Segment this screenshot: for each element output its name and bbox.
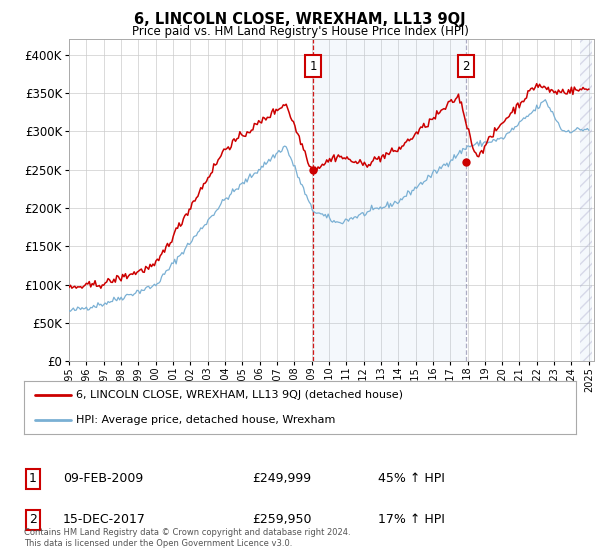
- Text: £259,950: £259,950: [252, 513, 311, 526]
- Text: 1: 1: [29, 472, 37, 486]
- Bar: [580, 39, 592, 361]
- Text: £249,999: £249,999: [252, 472, 311, 486]
- Text: 15-DEC-2017: 15-DEC-2017: [63, 513, 146, 526]
- Bar: [313, 39, 466, 361]
- Text: 2: 2: [463, 59, 470, 73]
- Text: 09-FEB-2009: 09-FEB-2009: [63, 472, 143, 486]
- Text: 45% ↑ HPI: 45% ↑ HPI: [378, 472, 445, 486]
- Text: 6, LINCOLN CLOSE, WREXHAM, LL13 9QJ (detached house): 6, LINCOLN CLOSE, WREXHAM, LL13 9QJ (det…: [76, 390, 403, 400]
- Bar: [580, 39, 592, 361]
- Text: Price paid vs. HM Land Registry's House Price Index (HPI): Price paid vs. HM Land Registry's House …: [131, 25, 469, 38]
- Text: HPI: Average price, detached house, Wrexham: HPI: Average price, detached house, Wrex…: [76, 414, 336, 424]
- Text: 6, LINCOLN CLOSE, WREXHAM, LL13 9QJ: 6, LINCOLN CLOSE, WREXHAM, LL13 9QJ: [134, 12, 466, 27]
- Text: 1: 1: [310, 59, 317, 73]
- Text: Contains HM Land Registry data © Crown copyright and database right 2024.
This d: Contains HM Land Registry data © Crown c…: [24, 528, 350, 548]
- Text: 2: 2: [29, 513, 37, 526]
- Text: 17% ↑ HPI: 17% ↑ HPI: [378, 513, 445, 526]
